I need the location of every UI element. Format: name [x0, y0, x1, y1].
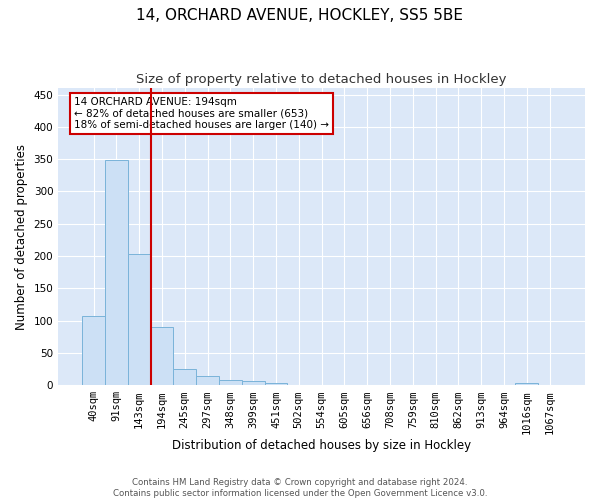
Bar: [515, 382, 538, 386]
Text: Contains HM Land Registry data © Crown copyright and database right 2024.
Contai: Contains HM Land Registry data © Crown c…: [113, 478, 487, 498]
Bar: [128, 254, 151, 386]
Bar: [173, 369, 196, 386]
Bar: [219, 380, 242, 386]
Bar: [196, 376, 219, 386]
Text: 14, ORCHARD AVENUE, HOCKLEY, SS5 5BE: 14, ORCHARD AVENUE, HOCKLEY, SS5 5BE: [137, 8, 464, 22]
X-axis label: Distribution of detached houses by size in Hockley: Distribution of detached houses by size …: [172, 440, 471, 452]
Y-axis label: Number of detached properties: Number of detached properties: [15, 144, 28, 330]
Title: Size of property relative to detached houses in Hockley: Size of property relative to detached ho…: [136, 72, 507, 86]
Bar: [242, 381, 265, 386]
Text: 14 ORCHARD AVENUE: 194sqm
← 82% of detached houses are smaller (653)
18% of semi: 14 ORCHARD AVENUE: 194sqm ← 82% of detac…: [74, 97, 329, 130]
Bar: [105, 160, 128, 386]
Bar: [151, 327, 173, 386]
Bar: [82, 316, 105, 386]
Bar: [265, 382, 287, 386]
